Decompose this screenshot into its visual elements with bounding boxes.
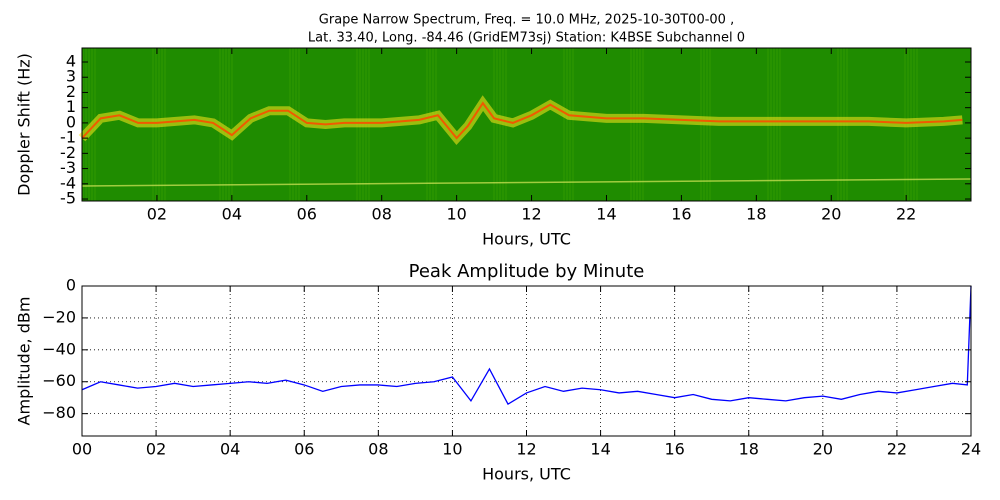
spectrogram-texture [499,48,501,201]
chart-title: Peak Amplitude by Minute [409,261,645,282]
x-tick-label: 02 [146,440,166,459]
x-tick-label: 18 [746,205,766,224]
spectrogram-texture [225,48,227,201]
spectrogram-texture [426,48,428,201]
x-tick-label: 22 [896,205,916,224]
spectrogram-texture [633,48,635,201]
spectrogram-texture [566,48,568,201]
spectrogram-texture [295,48,297,201]
y-tick-label: 0 [66,112,76,131]
y-tick-label: -4 [60,173,76,192]
spectrogram-texture [82,48,84,201]
x-tick-label: 10 [442,440,462,459]
y-tick-label: -2 [60,143,76,162]
y-axis-label: Amplitude, dBm [15,297,34,426]
x-tick-label: 16 [671,205,691,224]
x-tick-label: 12 [521,205,541,224]
spectrogram-texture [572,48,574,201]
spectrogram-texture [228,48,230,201]
x-tick-label: 20 [813,440,833,459]
doppler-trace [81,101,963,140]
x-tick-label: 14 [590,440,610,459]
x-tick-label: 16 [664,440,684,459]
y-tick-label: 4 [66,52,76,71]
y-tick-label: 2 [66,82,76,101]
y-tick-label: 3 [66,67,76,86]
spectrogram-texture [563,48,565,201]
spectrogram-texture [569,48,571,201]
x-tick-label: 00 [72,440,92,459]
y-tick-label: 1 [66,97,76,116]
x-tick-label: 18 [739,440,759,459]
x-tick-label: 20 [821,205,841,224]
y-tick-label: −20 [42,307,76,326]
chart-title: Lat. 33.40, Long. -84.46 (GridEM73sj) St… [308,31,745,46]
x-tick-label: 08 [368,440,388,459]
spectrogram-texture [85,48,87,201]
y-tick-label: −80 [42,403,76,422]
spectrogram-texture [429,48,431,201]
y-tick-label: -5 [60,189,76,208]
x-tick-label: 14 [596,205,616,224]
x-tick-label: 10 [446,205,466,224]
spectrogram-texture [642,48,644,201]
y-tick-label: −60 [42,371,76,390]
spectrogram-texture [493,48,495,201]
x-tick-label: 24 [961,440,981,459]
spectrogram-texture [289,48,291,201]
spectrogram-texture [639,48,641,201]
x-axis-label: Hours, UTC [482,230,571,249]
spectrogram-texture [435,48,437,201]
y-tick-label: 0 [66,276,76,295]
y-tick-label: -3 [60,158,76,177]
x-tick-label: 02 [147,205,167,224]
spectrogram-texture [432,48,434,201]
plot-frame [81,47,972,202]
y-axis-label: Doppler Shift (Hz) [15,53,34,196]
x-tick-label: 12 [516,440,536,459]
chart-title: Grape Narrow Spectrum, Freq. = 10.0 MHz,… [319,13,734,28]
spectrogram-texture [630,48,632,201]
y-tick-label: -1 [60,128,76,147]
x-tick-label: 04 [220,440,240,459]
x-tick-label: 22 [887,440,907,459]
spectrogram-band [81,178,972,187]
x-tick-label: 06 [294,440,314,459]
amplitude-line [81,285,972,405]
spectrogram-texture [636,48,638,201]
spectrogram-texture [231,48,233,201]
x-tick-label: 08 [372,205,392,224]
y-tick-label: −40 [42,339,76,358]
spectrogram-texture [298,48,300,201]
x-axis-label: Hours, UTC [482,465,571,484]
x-tick-label: 06 [297,205,317,224]
x-tick-label: 04 [222,205,242,224]
spectrogram-texture [496,48,498,201]
spectrogram-texture [292,48,294,201]
